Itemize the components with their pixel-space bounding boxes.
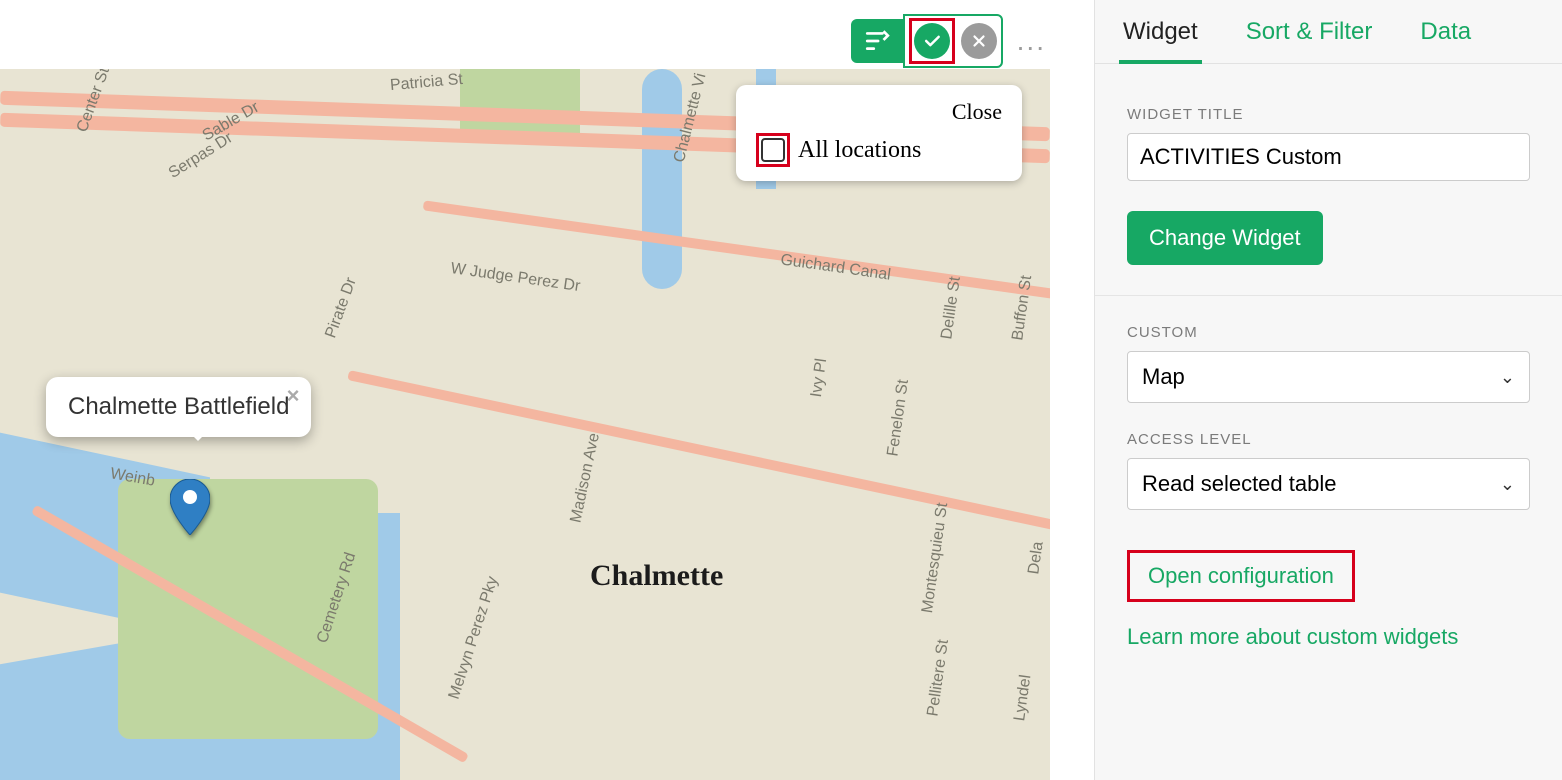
popup-close-link[interactable]: Close (756, 99, 1002, 125)
marker-popup: × Chalmette Battlefield (46, 377, 311, 437)
city-label: Chalmette (590, 559, 723, 593)
map-canvas[interactable]: Patricia StCenter StSable DrSerpas DrCha… (0, 69, 1050, 780)
layer-popup: Close All locations (736, 85, 1022, 181)
all-locations-checkbox[interactable] (761, 138, 785, 162)
street-label: W Judge Perez Dr (449, 260, 581, 296)
confirm-button[interactable] (914, 23, 950, 59)
water-shape (642, 69, 682, 289)
custom-select-value: Map (1142, 364, 1185, 390)
street-label: Dela (1025, 540, 1047, 575)
access-level-label: ACCESS LEVEL (1127, 431, 1530, 448)
learn-more-link[interactable]: Learn more about custom widgets (1127, 624, 1530, 650)
more-menu-icon[interactable]: ... (1017, 25, 1046, 57)
street-label: Pellitere St (924, 638, 953, 717)
close-icon[interactable]: × (287, 383, 300, 409)
street-label: Guichard Canal (779, 251, 892, 284)
panel-body: WIDGET TITLE Change Widget CUSTOM Map ⌄ … (1095, 64, 1562, 674)
tab-widget[interactable]: Widget (1119, 0, 1202, 64)
main-area: ... Patricia StCenter StSable DrSerpas D… (0, 0, 1094, 780)
panel-tabs: Widget Sort & Filter Data (1095, 0, 1562, 64)
open-configuration-link[interactable]: Open configuration (1127, 550, 1355, 602)
street-label: Serpas Dr (166, 129, 237, 182)
street-label: Madison Ave (567, 431, 604, 524)
widget-title-input[interactable] (1127, 133, 1530, 181)
custom-select[interactable]: Map ⌄ (1127, 351, 1530, 403)
street-label: Pirate Dr (322, 275, 361, 340)
chevron-down-icon: ⌄ (1500, 367, 1515, 388)
widget-side-panel: Widget Sort & Filter Data WIDGET TITLE C… (1094, 0, 1562, 780)
checkbox-highlight (756, 133, 790, 167)
street-label: Delille St (938, 275, 965, 340)
street-label: Montesquieu St (919, 502, 952, 615)
custom-section-label: CUSTOM (1127, 324, 1530, 341)
street-label: Lyndel (1011, 674, 1035, 723)
access-level-value: Read selected table (1142, 471, 1336, 497)
map-pin-icon[interactable] (170, 479, 210, 535)
tab-data[interactable]: Data (1416, 0, 1475, 63)
filter-button[interactable] (851, 19, 903, 63)
widget-title-label: WIDGET TITLE (1127, 106, 1530, 123)
tab-sort-filter[interactable]: Sort & Filter (1242, 0, 1377, 63)
access-level-select[interactable]: Read selected table ⌄ (1127, 458, 1530, 510)
divider (1095, 295, 1562, 296)
marker-label: Chalmette Battlefield (68, 393, 289, 420)
change-widget-button[interactable]: Change Widget (1127, 211, 1323, 265)
street-label: Patricia St (389, 71, 463, 95)
cancel-button[interactable] (961, 23, 997, 59)
street-label: Fenelon St (884, 378, 913, 457)
confirm-highlight (909, 18, 955, 64)
all-locations-label: All locations (798, 137, 921, 164)
map-toolbar: ... (851, 14, 1046, 68)
street-label: Ivy Pl (808, 357, 831, 398)
street-label: Melvyn Perez Pky (446, 574, 503, 701)
confirm-cancel-group (903, 14, 1003, 68)
chevron-down-icon: ⌄ (1500, 474, 1515, 495)
